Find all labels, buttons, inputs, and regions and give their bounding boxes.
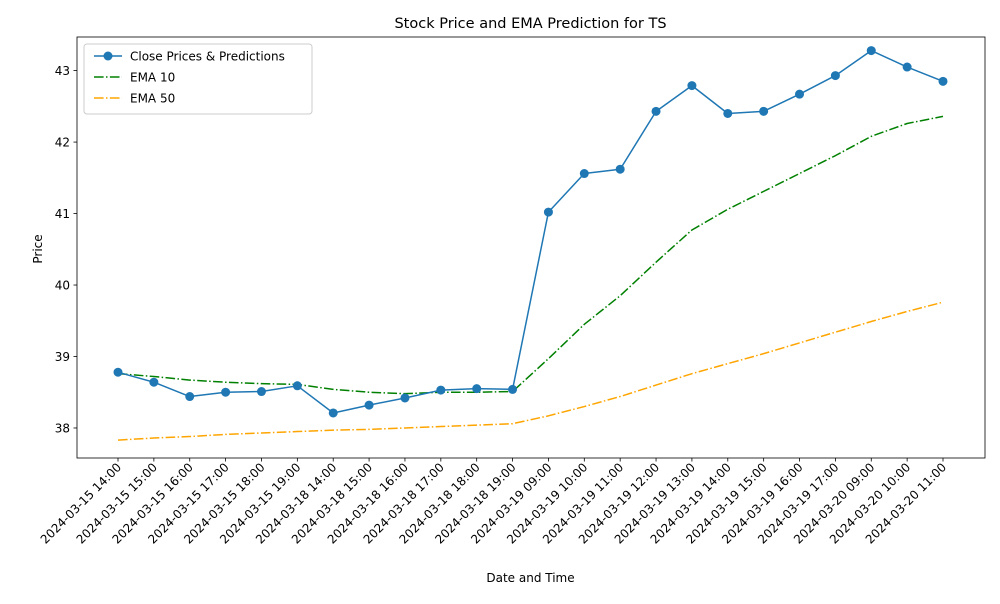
y-tick-label: 40 [55, 278, 70, 292]
x-axis-label: Date and Time [486, 571, 574, 585]
series-line-1 [117, 115, 944, 395]
data-point [759, 106, 769, 116]
data-point [615, 164, 625, 174]
series-line-0 [117, 49, 944, 414]
data-point [185, 392, 195, 402]
series-layer [113, 46, 948, 441]
data-point [436, 385, 446, 395]
data-point [400, 393, 410, 403]
data-point [256, 387, 266, 397]
legend-entry: EMA 50 [130, 91, 175, 105]
legend: Close Prices & Predictions EMA 10 EMA 50 [83, 43, 313, 115]
y-tick-label: 42 [55, 135, 70, 149]
data-point [292, 381, 302, 391]
legend-box [83, 43, 313, 115]
plot-frame [76, 36, 986, 459]
data-point [579, 169, 589, 179]
data-point [472, 384, 482, 394]
data-point [364, 400, 374, 410]
data-point [149, 377, 159, 387]
data-point [508, 384, 518, 394]
data-point [830, 71, 840, 81]
y-tick-label: 38 [55, 421, 70, 435]
data-point [687, 81, 697, 91]
data-point [328, 408, 338, 418]
y-tick-label: 39 [55, 350, 70, 364]
legend-entry: Close Prices & Predictions [130, 49, 285, 63]
chart-title: Stock Price and EMA Prediction for TS [394, 16, 666, 32]
data-point [866, 46, 876, 56]
y-tick-label: 41 [55, 207, 70, 221]
data-point [651, 106, 661, 116]
y-tick-label: 43 [55, 64, 70, 78]
legend-entry: EMA 10 [130, 70, 175, 84]
data-point [113, 367, 123, 377]
data-point [543, 207, 553, 217]
data-point [723, 108, 733, 118]
data-point [938, 76, 948, 86]
legend-marker [103, 51, 113, 61]
data-point [795, 89, 805, 99]
data-point [221, 387, 231, 397]
y-axis-label: Price [31, 234, 45, 263]
data-point [902, 62, 912, 72]
